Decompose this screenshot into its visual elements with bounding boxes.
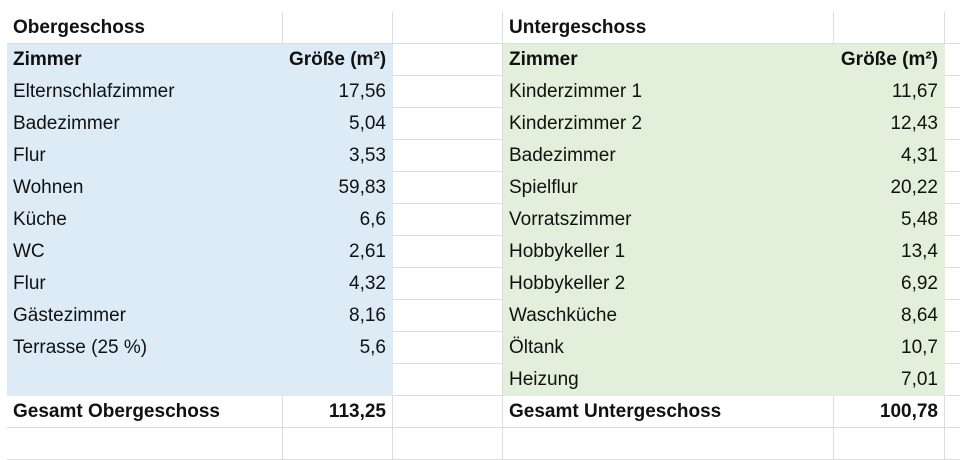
empty-cell[interactable] — [945, 364, 960, 396]
empty-cell[interactable] — [393, 204, 503, 236]
room-name[interactable]: Küche — [7, 204, 283, 236]
header-room[interactable]: Zimmer — [503, 44, 834, 76]
room-size[interactable]: 12,43 — [834, 108, 945, 140]
header-room[interactable]: Zimmer — [7, 44, 283, 76]
empty-cell[interactable] — [393, 76, 503, 108]
empty-cell[interactable] — [393, 364, 503, 396]
empty-cell[interactable] — [393, 268, 503, 300]
total-label[interactable]: Gesamt Obergeschoss — [7, 396, 283, 428]
room-name[interactable]: Kinderzimmer 1 — [503, 76, 834, 108]
empty-cell[interactable] — [393, 108, 503, 140]
cell[interactable] — [283, 364, 393, 396]
upper-title[interactable]: Obergeschoss — [7, 12, 283, 44]
room-size[interactable]: 3,53 — [283, 140, 393, 172]
room-name[interactable]: Badezimmer — [7, 108, 283, 140]
empty-cell[interactable] — [393, 428, 503, 460]
room-size[interactable]: 6,6 — [283, 204, 393, 236]
room-name[interactable]: Öltank — [503, 332, 834, 364]
total-value[interactable]: 113,25 — [283, 396, 393, 428]
empty-cell[interactable] — [945, 44, 960, 76]
empty-cell[interactable] — [393, 172, 503, 204]
room-name[interactable]: Wohnen — [7, 172, 283, 204]
empty-cell[interactable] — [393, 44, 503, 76]
room-size[interactable]: 17,56 — [283, 76, 393, 108]
room-size[interactable]: 4,32 — [283, 268, 393, 300]
empty-cell[interactable] — [945, 268, 960, 300]
header-size[interactable]: Größe (m²) — [283, 44, 393, 76]
room-size[interactable]: 2,61 — [283, 236, 393, 268]
cell[interactable] — [834, 428, 945, 460]
empty-cell[interactable] — [945, 76, 960, 108]
room-name[interactable]: Gästezimmer — [7, 300, 283, 332]
room-size[interactable]: 20,22 — [834, 172, 945, 204]
room-size[interactable]: 13,4 — [834, 236, 945, 268]
lower-title[interactable]: Untergeschoss — [503, 12, 834, 44]
room-size[interactable]: 5,48 — [834, 204, 945, 236]
room-size[interactable]: 8,16 — [283, 300, 393, 332]
empty-cell[interactable] — [393, 12, 503, 44]
room-size[interactable]: 11,67 — [834, 76, 945, 108]
cell[interactable] — [7, 428, 283, 460]
empty-cell[interactable] — [945, 204, 960, 236]
empty-cell[interactable] — [393, 140, 503, 172]
room-name[interactable]: Hobbykeller 2 — [503, 268, 834, 300]
room-name[interactable]: Flur — [7, 140, 283, 172]
room-name[interactable]: Hobbykeller 1 — [503, 236, 834, 268]
header-size[interactable]: Größe (m²) — [834, 44, 945, 76]
cell[interactable] — [283, 428, 393, 460]
room-name[interactable]: Spielflur — [503, 172, 834, 204]
room-name[interactable]: Flur — [7, 268, 283, 300]
empty-cell[interactable] — [945, 172, 960, 204]
empty-cell[interactable] — [393, 332, 503, 364]
room-size[interactable]: 5,6 — [283, 332, 393, 364]
cell[interactable] — [283, 12, 393, 44]
empty-cell[interactable] — [945, 332, 960, 364]
room-name[interactable]: Kinderzimmer 2 — [503, 108, 834, 140]
room-name[interactable]: Terrasse (25 %) — [7, 332, 283, 364]
room-size[interactable]: 6,92 — [834, 268, 945, 300]
empty-cell[interactable] — [945, 236, 960, 268]
room-name[interactable]: Waschküche — [503, 300, 834, 332]
empty-cell[interactable] — [945, 300, 960, 332]
room-name[interactable]: Badezimmer — [503, 140, 834, 172]
room-name[interactable]: WC — [7, 236, 283, 268]
room-name[interactable]: Heizung — [503, 364, 834, 396]
empty-cell[interactable] — [945, 12, 960, 44]
cell[interactable] — [834, 12, 945, 44]
room-size[interactable]: 5,04 — [283, 108, 393, 140]
room-size[interactable]: 4,31 — [834, 140, 945, 172]
room-name[interactable]: Vorratszimmer — [503, 204, 834, 236]
room-size[interactable]: 10,7 — [834, 332, 945, 364]
room-size[interactable]: 8,64 — [834, 300, 945, 332]
total-value[interactable]: 100,78 — [834, 396, 945, 428]
empty-cell[interactable] — [945, 428, 960, 460]
room-size[interactable]: 59,83 — [283, 172, 393, 204]
empty-cell[interactable] — [945, 140, 960, 172]
cell[interactable] — [503, 428, 834, 460]
room-size[interactable]: 7,01 — [834, 364, 945, 396]
empty-cell[interactable] — [945, 396, 960, 428]
empty-cell[interactable] — [393, 300, 503, 332]
cell[interactable] — [7, 364, 283, 396]
empty-cell[interactable] — [393, 236, 503, 268]
empty-cell[interactable] — [945, 108, 960, 140]
total-label[interactable]: Gesamt Untergeschoss — [503, 396, 834, 428]
room-name[interactable]: Elternschlafzimmer — [7, 76, 283, 108]
empty-cell[interactable] — [393, 396, 503, 428]
